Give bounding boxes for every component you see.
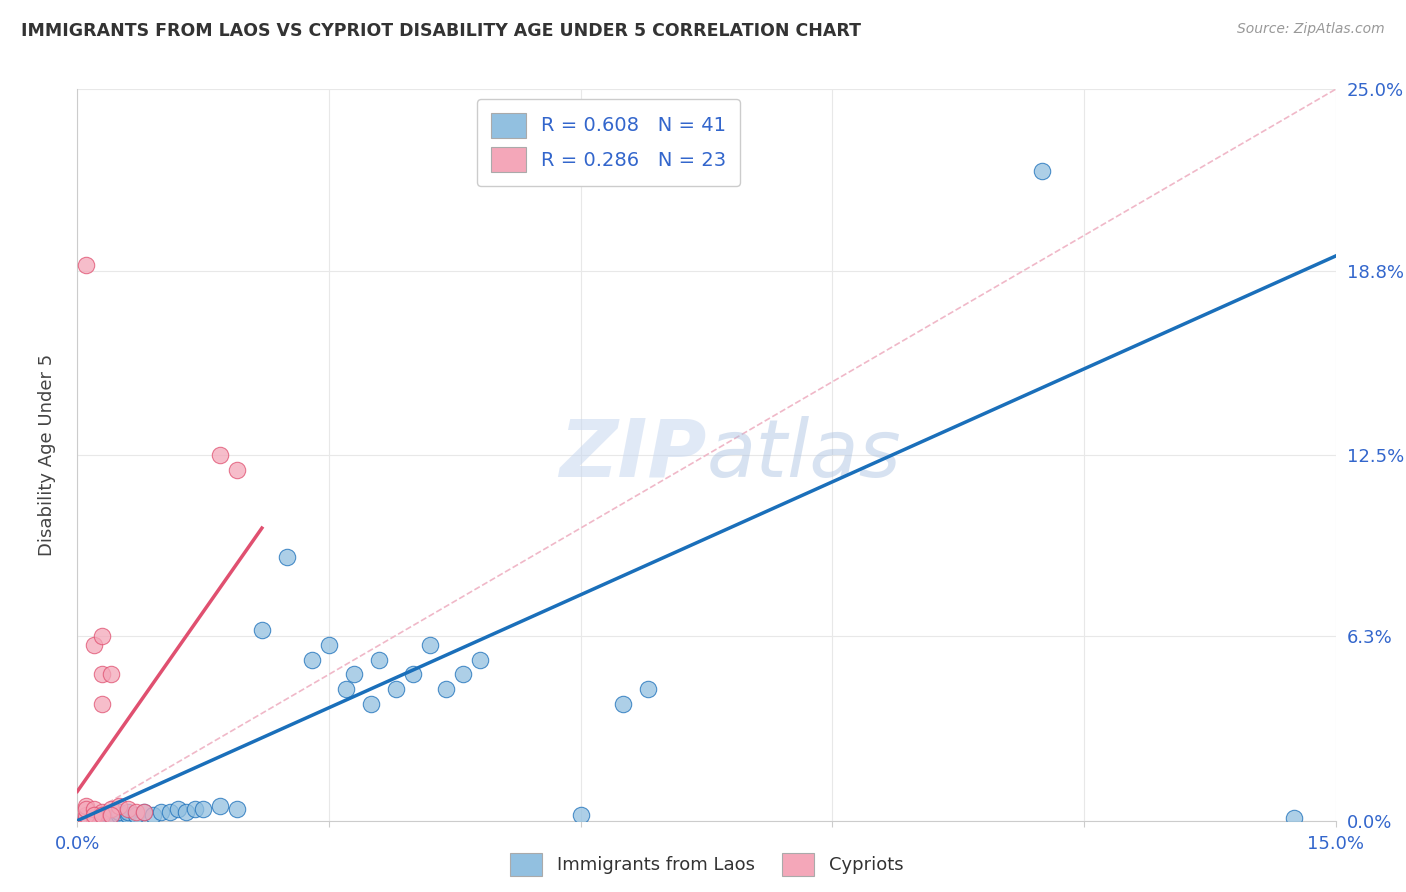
Point: [83, 807, 105, 822]
Point: [343, 667, 366, 681]
Point: [301, 653, 323, 667]
Text: IMMIGRANTS FROM LAOS VS CYPRIOT DISABILITY AGE UNDER 5 CORRELATION CHART: IMMIGRANTS FROM LAOS VS CYPRIOT DISABILI…: [21, 22, 860, 40]
Point: [125, 807, 148, 822]
Point: [100, 667, 122, 681]
Point: [208, 448, 231, 462]
Point: [1031, 164, 1053, 178]
Point: [117, 805, 139, 819]
Point: [225, 462, 247, 476]
Point: [276, 550, 298, 565]
Legend: Immigrants from Laos, Cypriots: Immigrants from Laos, Cypriots: [501, 844, 912, 885]
Point: [75, 811, 97, 825]
Text: atlas: atlas: [707, 416, 901, 494]
Point: [100, 802, 122, 816]
Point: [184, 802, 207, 816]
Point: [208, 799, 231, 814]
Point: [75, 799, 97, 814]
Point: [360, 697, 382, 711]
Y-axis label: Disability Age Under 5: Disability Age Under 5: [38, 354, 56, 556]
Point: [150, 805, 173, 819]
Point: [100, 807, 122, 822]
Point: [83, 811, 105, 825]
Point: [91, 807, 114, 822]
Point: [91, 807, 114, 822]
Point: [108, 807, 131, 822]
Point: [91, 805, 114, 819]
Text: Source: ZipAtlas.com: Source: ZipAtlas.com: [1237, 22, 1385, 37]
Point: [612, 697, 634, 711]
Point: [569, 807, 592, 822]
Point: [250, 624, 273, 638]
Point: [83, 638, 105, 652]
Point: [451, 667, 474, 681]
Point: [91, 811, 114, 825]
Point: [142, 807, 165, 822]
Point: [117, 802, 139, 816]
Point: [318, 638, 340, 652]
Point: [191, 802, 215, 816]
Point: [100, 811, 122, 825]
Point: [637, 681, 659, 696]
Point: [75, 811, 97, 825]
Point: [134, 805, 156, 819]
Point: [385, 681, 408, 696]
Point: [100, 807, 122, 822]
Point: [225, 802, 247, 816]
Point: [83, 802, 105, 816]
Point: [159, 805, 181, 819]
Point: [75, 802, 97, 816]
Point: [125, 805, 148, 819]
Point: [75, 807, 97, 822]
Point: [368, 653, 391, 667]
Point: [167, 802, 190, 816]
Point: [134, 805, 156, 819]
Point: [419, 638, 441, 652]
Point: [91, 629, 114, 643]
Point: [176, 805, 198, 819]
Point: [468, 653, 491, 667]
Point: [83, 811, 105, 825]
Point: [402, 667, 425, 681]
Text: ZIP: ZIP: [560, 416, 707, 494]
Point: [335, 681, 357, 696]
Point: [117, 807, 139, 822]
Point: [108, 799, 131, 814]
Point: [91, 697, 114, 711]
Point: [91, 667, 114, 681]
Point: [1282, 811, 1305, 825]
Point: [436, 681, 458, 696]
Point: [75, 258, 97, 272]
Point: [108, 805, 131, 819]
Point: [83, 807, 105, 822]
